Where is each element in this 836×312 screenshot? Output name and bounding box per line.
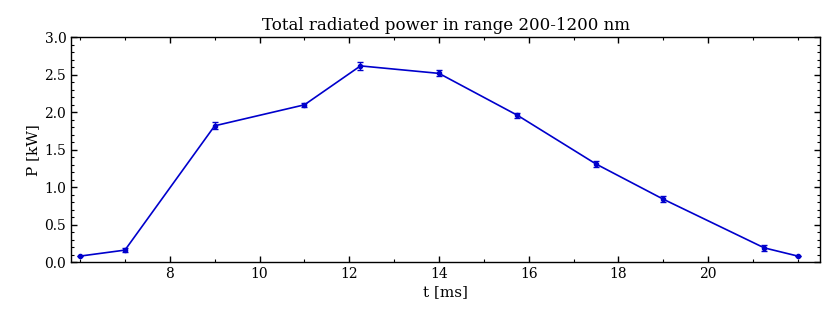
Title: Total radiated power in range 200-1200 nm: Total radiated power in range 200-1200 n… [262, 17, 629, 35]
X-axis label: t [ms]: t [ms] [423, 285, 467, 299]
Y-axis label: P [kW]: P [kW] [26, 124, 40, 176]
